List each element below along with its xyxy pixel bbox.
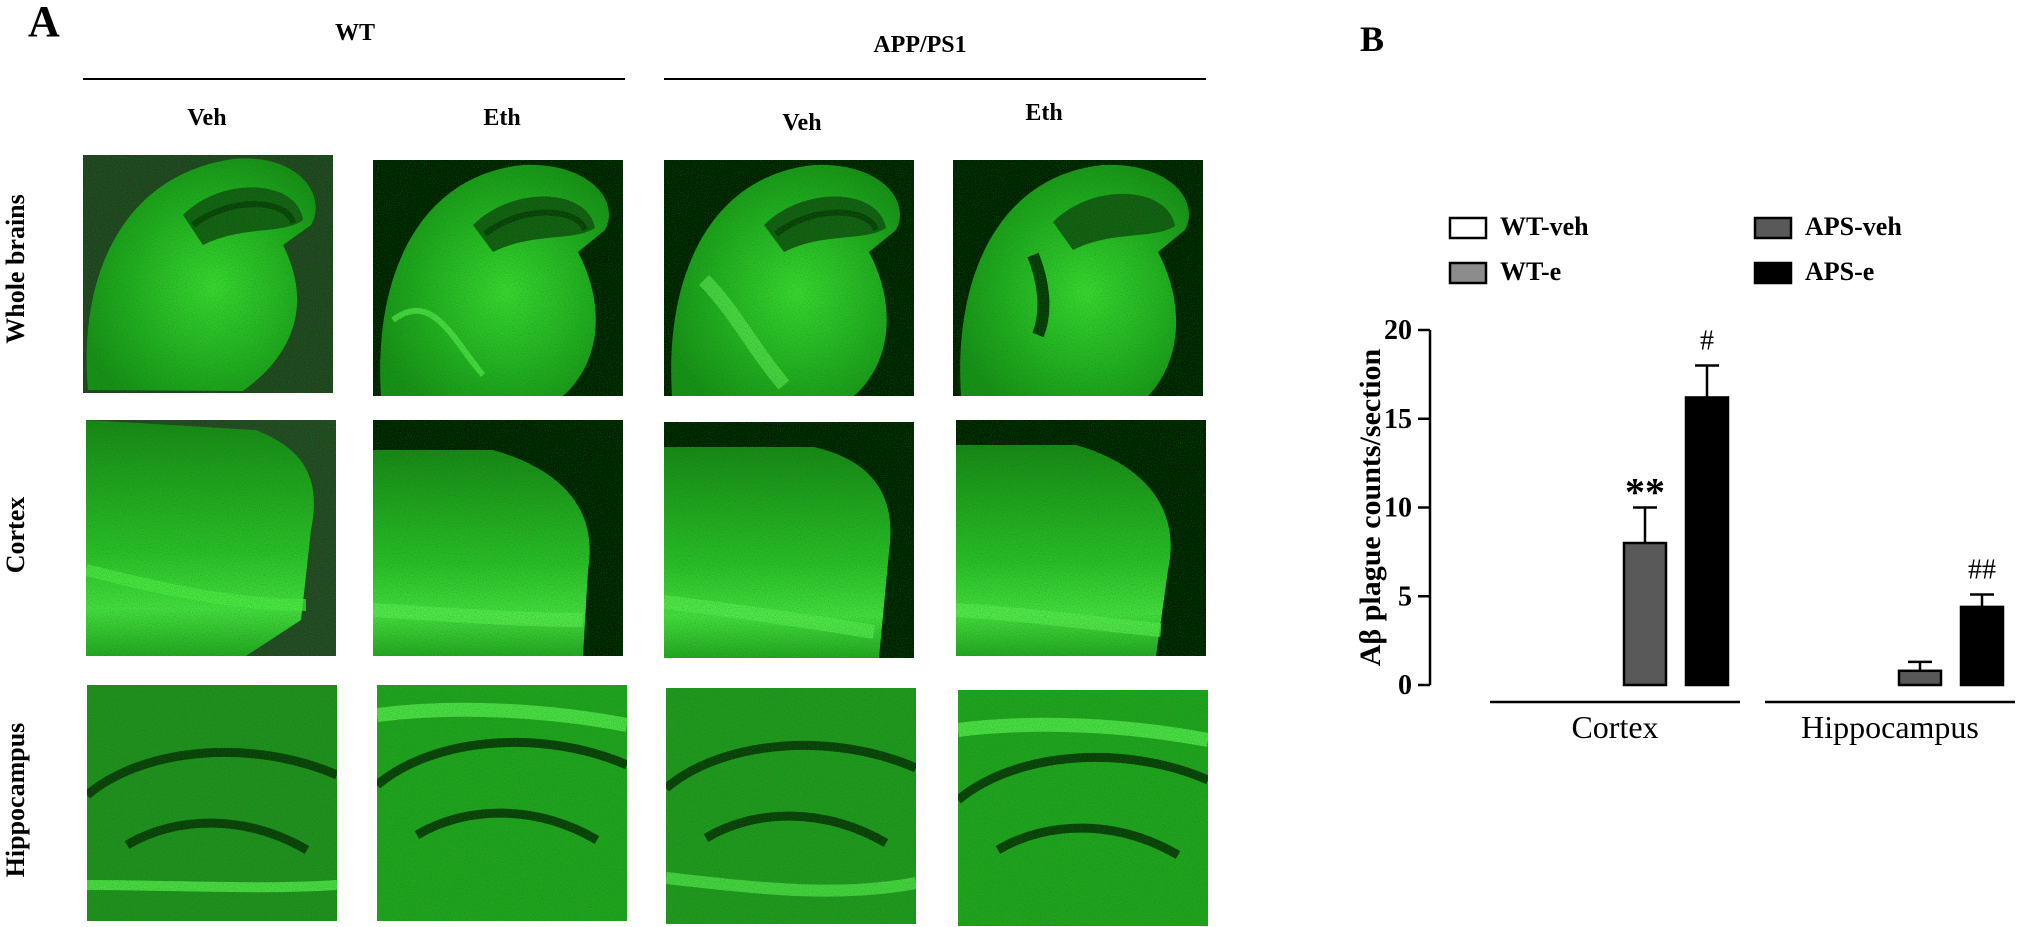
y-tick-label: 15 — [1384, 404, 1412, 435]
micrograph-hippocampus-app-eth — [958, 690, 1208, 926]
panel-a-letter: A — [28, 0, 60, 46]
category-label: Hippocampus — [1801, 709, 1979, 745]
group-line-app-ps1 — [664, 78, 1206, 80]
micrograph-cortex-wt-eth — [373, 420, 623, 656]
column-title-app-veh: Veh — [782, 110, 822, 136]
micrograph-cortex-wt-veh — [86, 420, 336, 656]
y-tick-label: 20 — [1384, 315, 1412, 346]
category-label: Cortex — [1571, 709, 1658, 745]
legend-swatch — [1753, 216, 1793, 240]
group-title-app-ps1: APP/PS1 — [873, 32, 967, 58]
column-title-wt-eth: Eth — [483, 105, 521, 131]
y-tick-label: 5 — [1398, 581, 1412, 612]
row-label-hippocampus: Hippocampus — [1, 722, 30, 878]
legend-swatch — [1448, 216, 1488, 240]
micrograph-whole-brains-app-eth — [953, 160, 1203, 396]
micrograph-hippocampus-wt-veh — [87, 685, 337, 921]
row-label-whole-brains: Whole brains — [1, 194, 30, 344]
significance-annotation: ** — [1625, 470, 1665, 515]
micrograph-whole-brains-wt-eth — [373, 160, 623, 396]
legend-swatch — [1448, 261, 1488, 285]
panel-b-letter: B — [1360, 19, 1385, 59]
group-title-wt: WT — [334, 20, 375, 46]
significance-annotation: # — [1700, 326, 1714, 357]
bar-aps-e-hippocampus — [1959, 605, 2005, 687]
micrograph-cortex-app-veh — [664, 422, 914, 658]
legend-label: APS-veh — [1805, 212, 1902, 241]
legend-label: APS-e — [1805, 257, 1874, 286]
bar-aps-veh-hippocampus — [1897, 669, 1943, 687]
column-title-wt-veh: Veh — [187, 105, 227, 131]
legend-swatch — [1753, 261, 1793, 285]
micrograph-whole-brains-wt-veh — [83, 155, 333, 393]
group-line-wt — [83, 78, 625, 80]
column-title-app-eth: Eth — [1025, 100, 1063, 126]
row-label-cortex: Cortex — [1, 496, 30, 574]
micrograph-whole-brains-app-veh — [664, 160, 914, 396]
y-tick-label: 10 — [1384, 493, 1412, 524]
legend-label: WT-veh — [1500, 212, 1589, 241]
legend-label: WT-e — [1500, 257, 1561, 286]
bar-aps-veh-cortex — [1622, 541, 1668, 687]
micrograph-cortex-app-eth — [956, 420, 1206, 656]
y-tick-label: 0 — [1398, 670, 1412, 701]
bar-aps-e-cortex — [1684, 396, 1730, 687]
y-axis-label: Aβ plague counts/section — [1354, 348, 1387, 666]
micrograph-hippocampus-wt-eth — [377, 685, 627, 921]
micrograph-hippocampus-app-veh — [666, 688, 916, 924]
significance-annotation: ## — [1968, 554, 1996, 585]
